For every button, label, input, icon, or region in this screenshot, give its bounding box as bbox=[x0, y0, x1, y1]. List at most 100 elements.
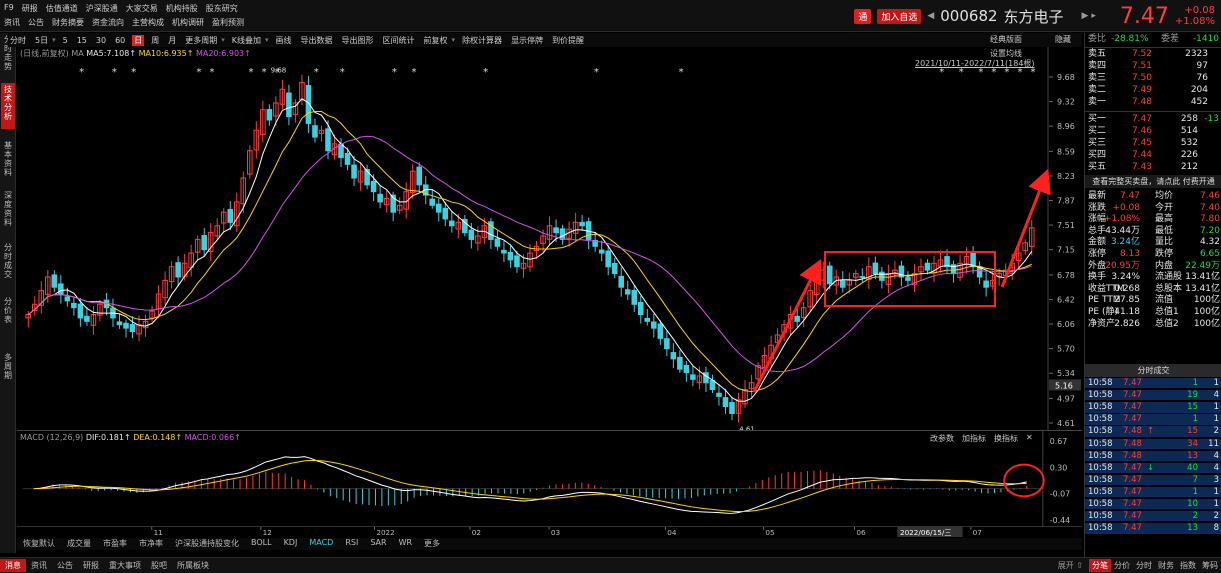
user-annotations[interactable] bbox=[752, 168, 1051, 393]
expand-button[interactable]: 展开 ⇧ bbox=[1057, 561, 1083, 570]
left-tab-2[interactable]: 基本资料 bbox=[4, 141, 12, 177]
menu-block-trade[interactable]: 大家交易 bbox=[125, 4, 158, 13]
bottom-right-tab-3[interactable]: 财务 bbox=[1158, 561, 1174, 570]
event-star-icon[interactable]: * bbox=[262, 67, 267, 78]
bottom-tab-5[interactable]: 股吧 bbox=[151, 561, 167, 570]
menu-research[interactable]: 研报 bbox=[21, 4, 38, 13]
toolbar-item-11[interactable]: 画线 bbox=[275, 35, 292, 45]
kline-chart[interactable]: 9.68 9.32 8.96 8.59 8.23 7.87 7.51 7.15 6.78 6.42… bbox=[17, 47, 1082, 430]
event-star-icon[interactable]: * bbox=[939, 67, 944, 78]
bottom-right-tab-1[interactable]: 分价 bbox=[1114, 561, 1130, 570]
indicator-tab-11[interactable]: 更多 bbox=[424, 539, 441, 548]
indicator-tab-9[interactable]: SAR bbox=[370, 538, 387, 547]
event-star-icon[interactable]: * bbox=[79, 67, 84, 78]
toolbar-item-17[interactable]: 显示停牌 bbox=[511, 35, 544, 45]
indicator-tab-1[interactable]: 成交量 bbox=[67, 539, 91, 548]
event-star-icon[interactable]: * bbox=[991, 67, 996, 78]
event-star-icon[interactable]: * bbox=[196, 67, 201, 78]
indicator-tab-4[interactable]: 沪深股通持股变化 bbox=[175, 539, 239, 548]
menu-valuation[interactable]: 估值通道 bbox=[45, 4, 78, 13]
menu-news[interactable]: 资讯 bbox=[4, 18, 20, 27]
toolbar-item-2[interactable]: 5 bbox=[62, 35, 68, 45]
annotation-arrow-2[interactable] bbox=[1000, 168, 1051, 288]
toolbar-item-14[interactable]: 区间统计 bbox=[382, 35, 415, 45]
tong-badge[interactable]: 通 bbox=[854, 8, 872, 24]
indicator-tab-2[interactable]: 市盈率 bbox=[103, 539, 127, 548]
ma-settings-button[interactable]: 设置均线 bbox=[990, 49, 1022, 58]
event-star-icon[interactable]: * bbox=[1004, 67, 1009, 78]
next-stock-icon[interactable]: ▶ ▸ bbox=[1081, 11, 1096, 21]
event-star-icon[interactable]: * bbox=[1030, 67, 1035, 78]
macd-chart[interactable]: 0.67 0.30 -0.07 -0.44 bbox=[17, 430, 1082, 526]
toolbar-item-5[interactable]: 60 bbox=[115, 35, 126, 45]
toolbar-item-16[interactable]: 除权计算器 bbox=[462, 35, 503, 45]
event-star-icon[interactable]: * bbox=[275, 67, 280, 78]
annotation-circle[interactable] bbox=[1003, 463, 1045, 498]
hide-panel-button[interactable]: 隐藏 bbox=[1055, 35, 1071, 44]
indicator-tab-0[interactable]: 恢复默认 bbox=[23, 539, 55, 548]
event-star-icon[interactable]: * bbox=[249, 67, 254, 78]
menu-notice[interactable]: 公告 bbox=[28, 18, 44, 27]
bottom-tab-3[interactable]: 研报 bbox=[83, 561, 99, 570]
bottom-tab-1[interactable]: 资讯 bbox=[31, 561, 47, 570]
event-star-icon[interactable]: * bbox=[392, 67, 397, 78]
event-star-icon[interactable]: * bbox=[411, 67, 416, 78]
event-star-icon[interactable]: * bbox=[209, 67, 214, 78]
add-indicator-button[interactable]: 加指标 bbox=[962, 434, 986, 443]
left-tab-3[interactable]: 深度资料 bbox=[4, 191, 12, 227]
toolbar-item-12[interactable]: 导出数据 bbox=[300, 35, 333, 45]
annotation-box[interactable] bbox=[824, 251, 996, 307]
menu-inst-holding[interactable]: 机构持股 bbox=[165, 4, 198, 13]
add-watchlist-button[interactable]: 加入自选 bbox=[877, 8, 922, 24]
toolbar-item-7[interactable]: 周 bbox=[151, 35, 160, 45]
change-params-button[interactable]: 改参数 bbox=[930, 434, 954, 443]
left-tab-6[interactable]: 多周期 bbox=[4, 353, 12, 380]
left-tab-1[interactable]: 技术分析 bbox=[1, 83, 15, 129]
menu-hk-connect[interactable]: 沪深股通 bbox=[85, 4, 118, 13]
menu-business[interactable]: 主营构成 bbox=[132, 18, 164, 27]
toolbar-item-8[interactable]: 月 bbox=[168, 35, 177, 45]
indicator-tab-7[interactable]: MACD bbox=[309, 538, 334, 547]
layout-mode-button[interactable]: 经典版面 bbox=[990, 35, 1022, 44]
left-tab-4[interactable]: 分时成交 bbox=[4, 243, 12, 279]
bottom-right-tab-5[interactable]: 筹码 bbox=[1202, 561, 1218, 570]
toolbar-item-13[interactable]: 导出图形 bbox=[341, 35, 374, 45]
toolbar-item-4[interactable]: 30 bbox=[95, 35, 107, 45]
left-tab-5[interactable]: 分价表 bbox=[4, 297, 12, 324]
menu-forecast[interactable]: 盈利预测 bbox=[212, 18, 244, 27]
indicator-tab-8[interactable]: RSI bbox=[345, 538, 359, 547]
bottom-tab-2[interactable]: 公告 bbox=[57, 561, 73, 570]
event-star-icon[interactable]: * bbox=[679, 67, 684, 78]
menu-finance[interactable]: 财务摘要 bbox=[52, 18, 84, 27]
toolbar-item-6[interactable]: 日 bbox=[132, 34, 145, 46]
bottom-tab-0[interactable]: 消息 bbox=[0, 559, 26, 572]
bottom-right-tab-2[interactable]: 分时 bbox=[1136, 561, 1152, 570]
bottom-tab-6[interactable]: 所属板块 bbox=[177, 561, 209, 570]
indicator-tab-6[interactable]: KDJ bbox=[283, 538, 298, 547]
event-star-icon[interactable]: * bbox=[131, 67, 136, 78]
event-star-icon[interactable]: * bbox=[340, 67, 345, 78]
menu-shareholder[interactable]: 股东研究 bbox=[205, 4, 238, 13]
bottom-tab-4[interactable]: 重大事项 bbox=[109, 561, 141, 570]
indicator-tab-3[interactable]: 市净率 bbox=[139, 539, 163, 548]
upgrade-link[interactable]: 查看完整买卖盘，请点此 付费开通 bbox=[1085, 175, 1221, 188]
toolbar-item-15[interactable]: 前复权 bbox=[423, 35, 448, 45]
bottom-right-tab-4[interactable]: 指数 bbox=[1180, 561, 1196, 570]
event-star-icon[interactable]: * bbox=[594, 67, 599, 78]
prev-stock-icon[interactable]: ◀ bbox=[927, 11, 935, 21]
menu-fund-flow[interactable]: 资金流向 bbox=[92, 18, 124, 27]
toolbar-item-10[interactable]: K线叠加 bbox=[231, 35, 262, 45]
bottom-right-tab-0[interactable]: 分笔 bbox=[1089, 559, 1111, 572]
menu-f9[interactable]: F9 bbox=[4, 3, 14, 12]
toolbar-item-3[interactable]: 15 bbox=[76, 35, 87, 45]
indicator-tab-10[interactable]: WR bbox=[398, 538, 413, 547]
toolbar-item-0[interactable]: 分时 bbox=[10, 35, 26, 45]
indicator-tab-5[interactable]: BOLL bbox=[251, 538, 272, 547]
switch-indicator-button[interactable]: 换指标 bbox=[994, 434, 1018, 443]
event-star-icon[interactable]: * bbox=[483, 67, 488, 78]
annotation-arrow-1[interactable] bbox=[752, 258, 822, 393]
event-star-icon[interactable]: * bbox=[959, 67, 964, 78]
close-indicator-icon[interactable]: ✕ bbox=[1026, 433, 1033, 442]
event-star-icon[interactable]: * bbox=[978, 67, 983, 78]
event-star-icon[interactable]: * bbox=[112, 67, 117, 78]
